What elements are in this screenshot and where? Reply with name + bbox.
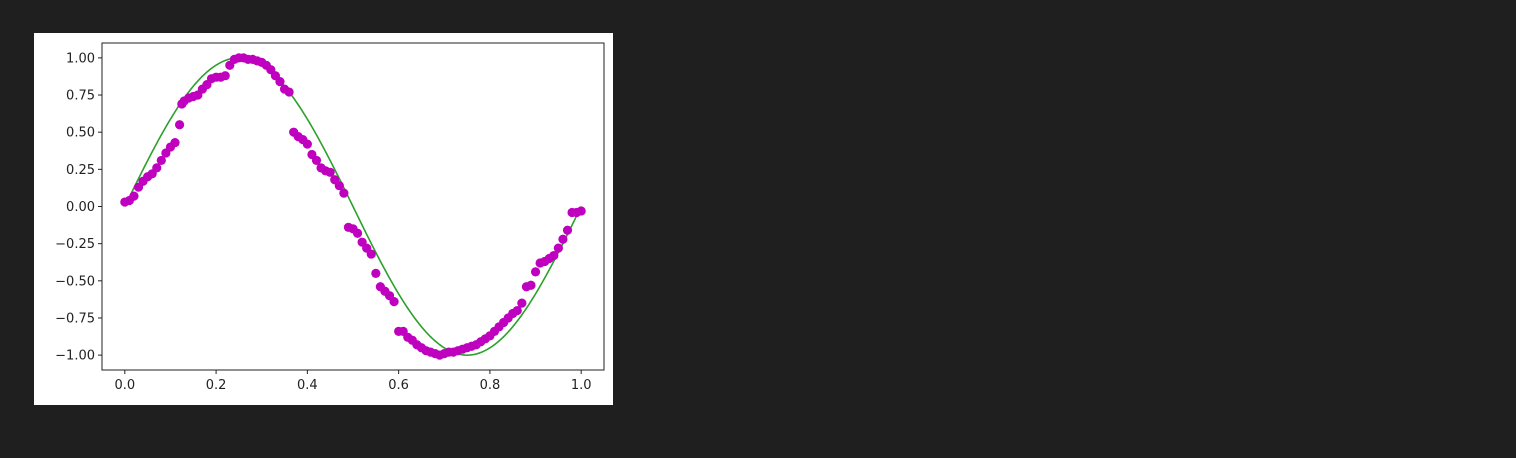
scatter-point: [174, 120, 185, 130]
y-tick-label: 0.00: [66, 200, 95, 215]
x-tick-label: 0.8: [480, 378, 501, 393]
scatter-point: [129, 191, 139, 201]
y-tick-label: −0.75: [55, 311, 95, 326]
y-tick-label: −0.50: [55, 274, 95, 289]
y-tick-label: 1.00: [66, 51, 95, 66]
x-tick-label: 0.2: [206, 378, 227, 393]
chart-figure: 0.0 0.2 0.4 0.6 0.8 1.0 1.00 0.75 0.50 0.25 0.00 −…: [34, 33, 613, 405]
y-tick-label: 0.75: [66, 89, 95, 104]
scatter-point: [275, 77, 285, 87]
x-tick-label: 0.4: [297, 378, 318, 393]
y-axis-ticks: 1.00 0.75 0.50 0.25 0.00 −0.25 −0.50 −0.75 −1.00: [55, 51, 102, 364]
scatter-point: [549, 250, 559, 261]
scatter-point: [352, 228, 363, 238]
scatter-point: [512, 305, 522, 316]
chart-svg: 0.0 0.2 0.4 0.6 0.8 1.0 1.00 0.75 0.50 0.25 0.00 −…: [55, 42, 605, 393]
scatter-point: [562, 225, 573, 235]
scatter-layer: [120, 53, 586, 360]
scatter-point: [517, 298, 527, 308]
scatter-point: [553, 243, 563, 253]
x-tick-label: 0.6: [388, 378, 409, 393]
y-tick-label: 0.50: [66, 126, 95, 141]
scatter-point: [366, 249, 376, 259]
scatter-point: [284, 87, 294, 97]
line-layer: [124, 57, 582, 356]
y-tick-label: −1.00: [55, 349, 95, 364]
y-tick-label: −0.25: [55, 237, 95, 252]
scatter-point: [371, 268, 381, 278]
y-tick-label: 0.25: [66, 163, 95, 178]
fit-curve-line: [124, 57, 582, 356]
scatter-point: [558, 234, 568, 244]
scatter-point: [156, 155, 166, 166]
scatter-point: [389, 297, 399, 307]
x-axis-ticks: 0.0 0.2 0.4 0.6 0.8 1.0: [114, 370, 592, 393]
scatter-point: [339, 188, 349, 198]
x-tick-label: 0.0: [114, 378, 135, 393]
scatter-point: [530, 267, 541, 277]
scatter-point: [311, 155, 322, 166]
scatter-point: [334, 181, 344, 191]
scatter-point: [152, 163, 162, 173]
scatter-point: [325, 167, 335, 177]
scatter-point: [170, 137, 180, 148]
scatter-point: [302, 139, 312, 149]
scatter-point: [220, 71, 230, 81]
scatter-point: [526, 280, 536, 290]
x-tick-label: 1.0: [571, 378, 592, 393]
scatter-point: [576, 206, 586, 216]
